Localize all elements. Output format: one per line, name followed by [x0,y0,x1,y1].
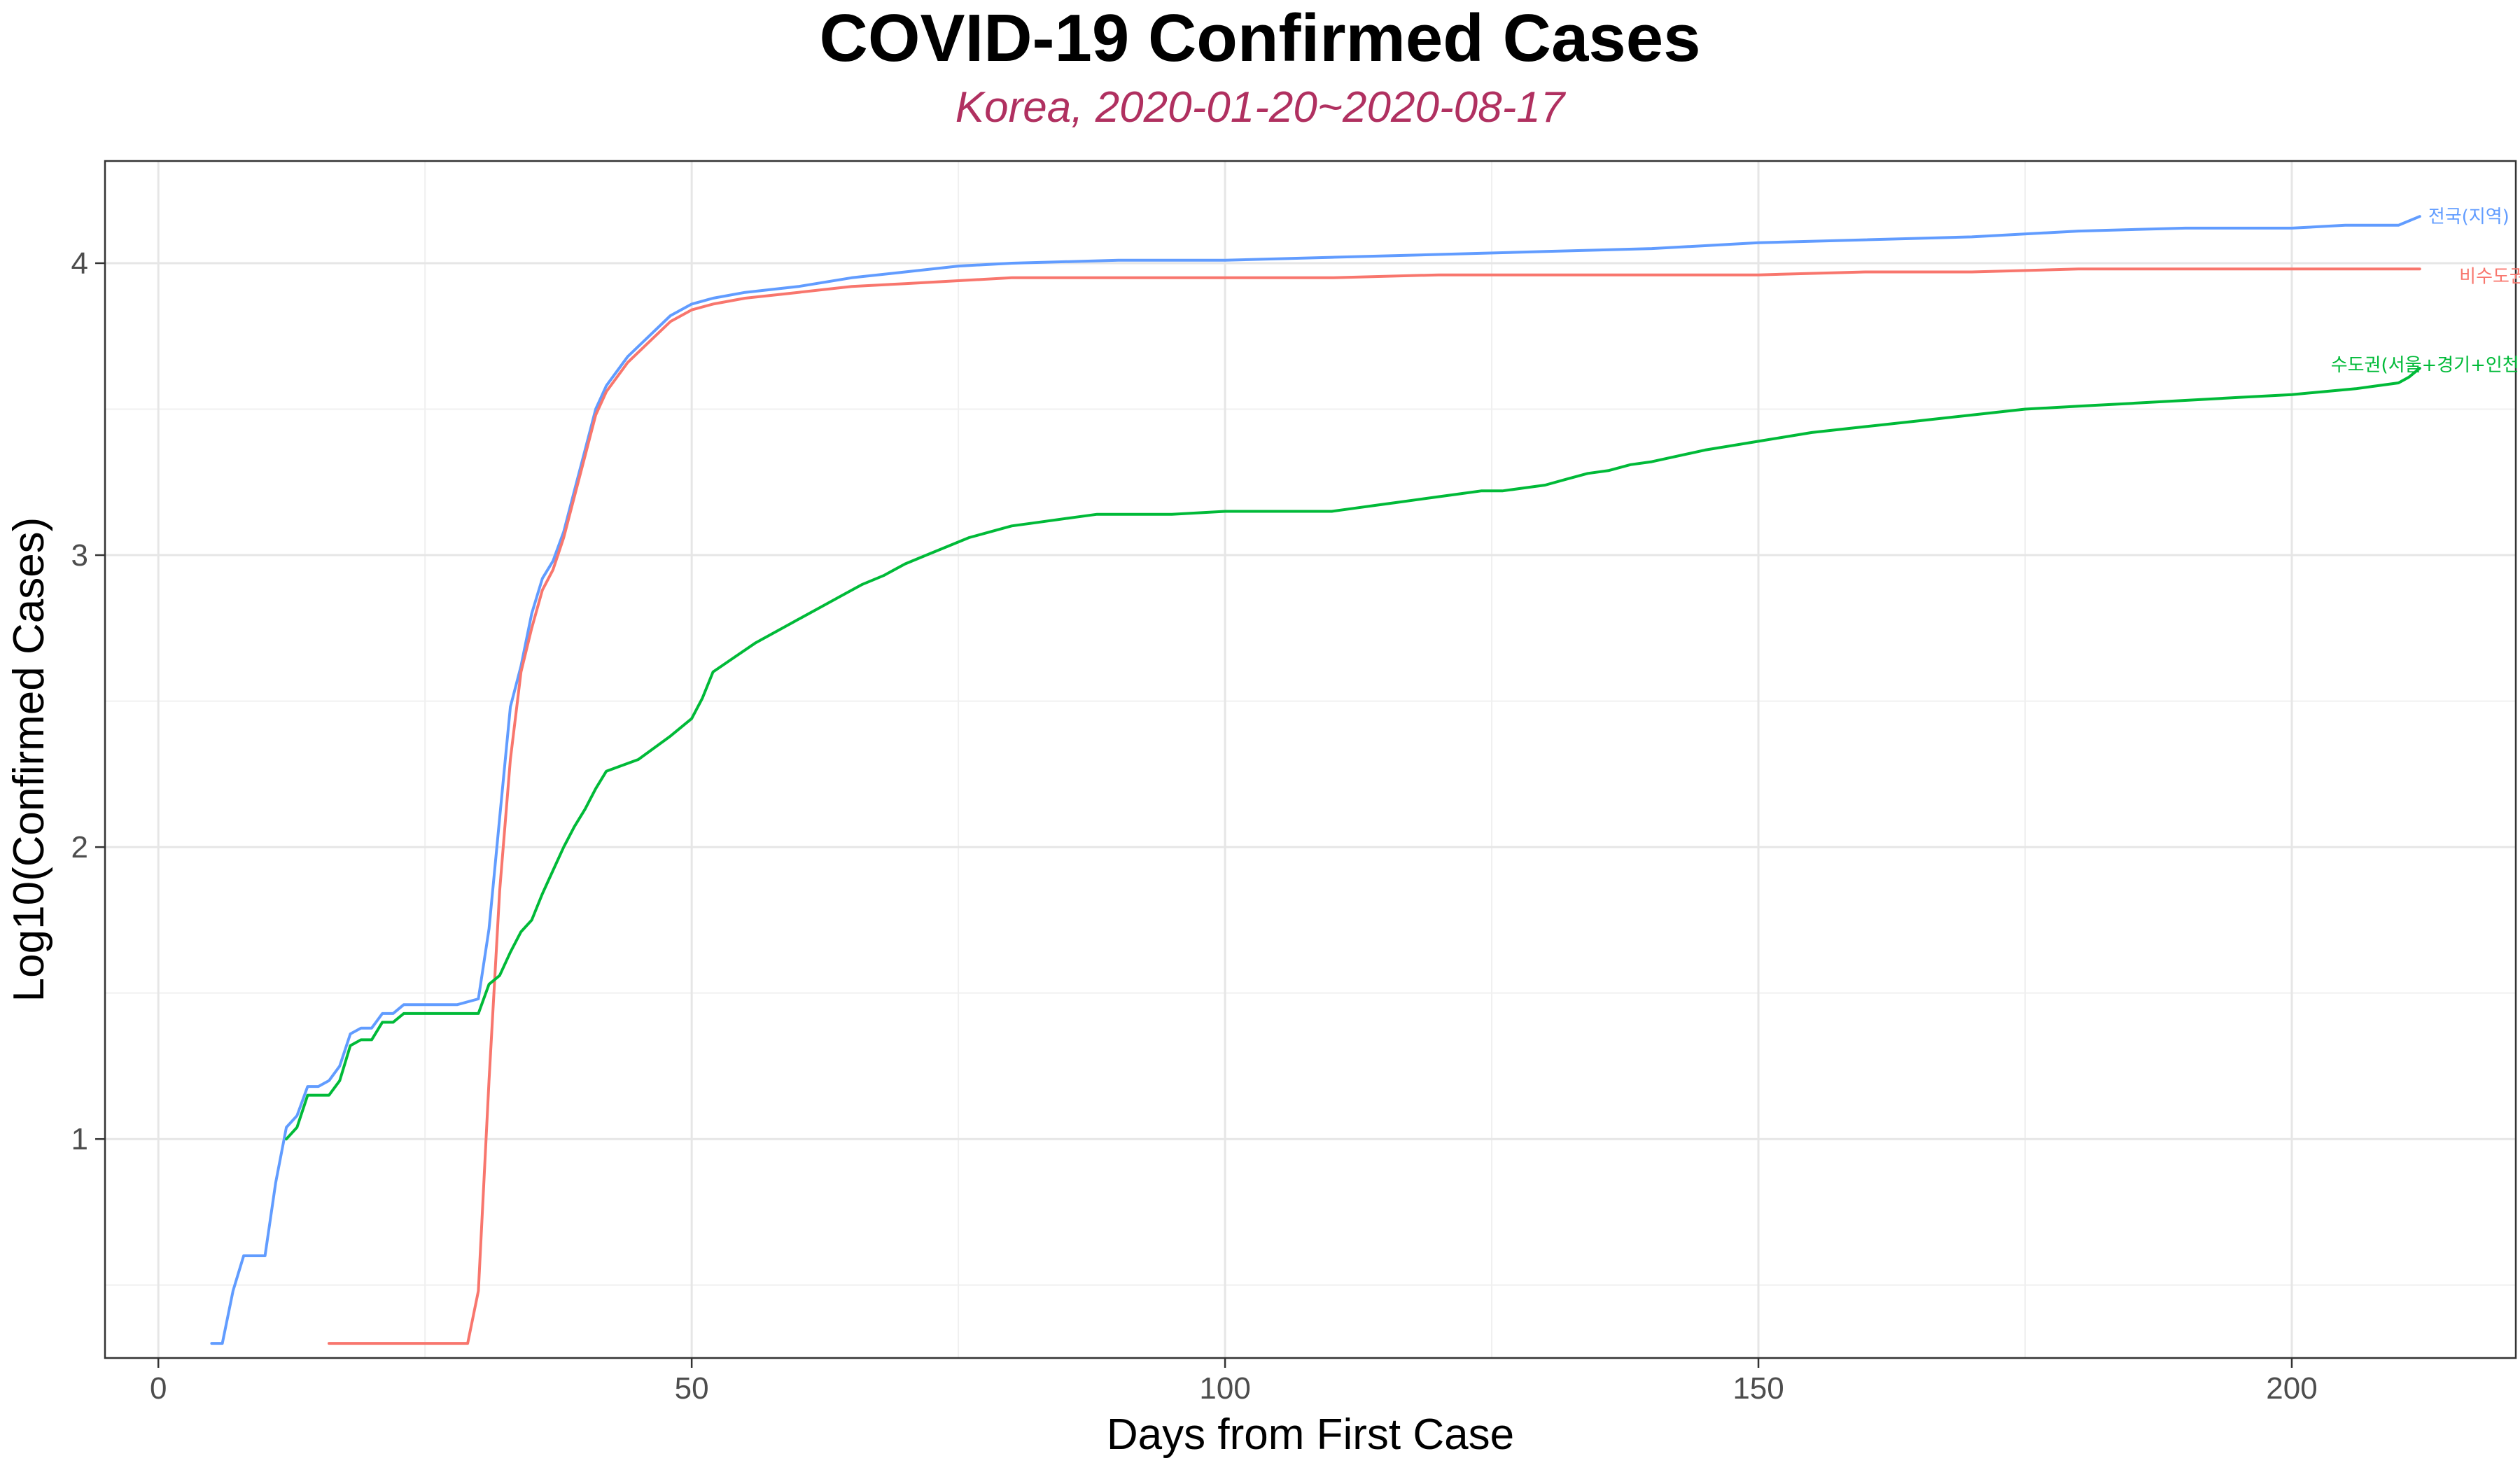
y-tick-label: 3 [71,538,88,573]
y-tick-label: 1 [71,1122,88,1156]
x-axis-title: Days from First Case [1107,1410,1514,1459]
chart-title: COVID-19 Confirmed Cases [819,1,1701,76]
series-end-label: 전국(지역) [2428,206,2510,227]
x-tick-label: 100 [1199,1371,1250,1406]
x-tick-label: 200 [2266,1371,2317,1406]
y-tick-label: 4 [71,246,88,281]
series-line [328,267,2421,1345]
x-tick-label: 150 [1732,1371,1784,1406]
chart-subtitle: Korea, 2020-01-20~2020-08-17 [955,83,1565,132]
plot-panel-border [104,160,2517,1359]
series-line [285,367,2421,1141]
y-tick-label: 2 [71,830,88,864]
series-end-label: 수도권(서울+경기+인천) [2331,355,2520,376]
axes: 0 50 100 150 200 1 2 3 4 [71,246,2318,1406]
x-tick-label: 50 [675,1371,709,1406]
series-lines [210,215,2421,1345]
y-axis-title: Log10(Confirmed Cases) [5,517,53,1002]
grid-lines [105,161,2516,1358]
x-tick-label: 0 [150,1371,167,1406]
series-end-label: 비수도권 [2459,266,2520,287]
series-line [210,215,2421,1345]
